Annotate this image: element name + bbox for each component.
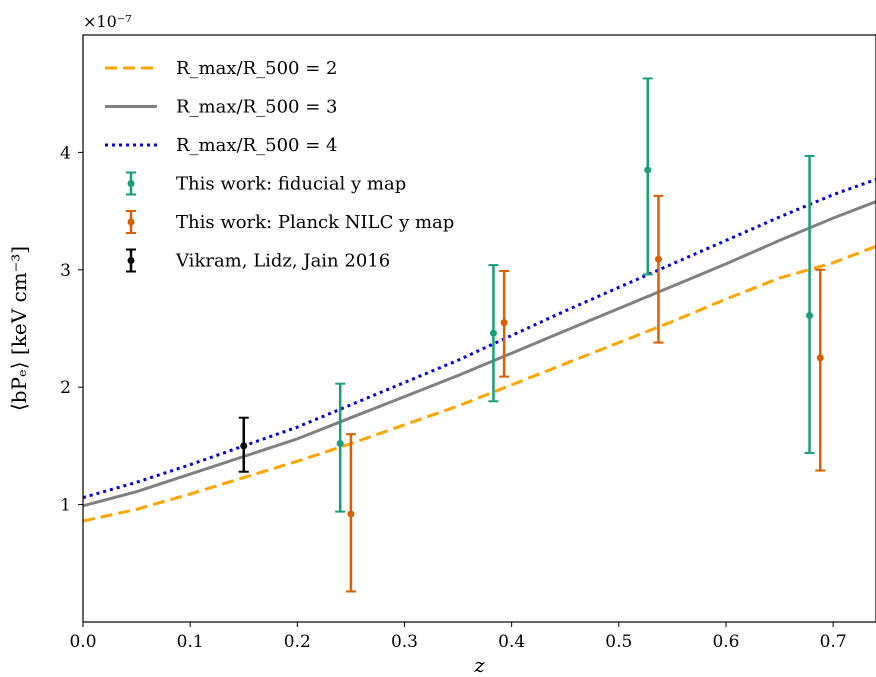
x-tick-label: 0.6 xyxy=(712,632,739,652)
legend-label: R_max/R_500 = 2 xyxy=(176,58,337,79)
data-point xyxy=(489,329,497,337)
y-tick-label: 2 xyxy=(60,378,71,398)
legend-label: R_max/R_500 = 3 xyxy=(176,97,337,118)
x-axis-label: z xyxy=(473,653,485,677)
line-series xyxy=(82,177,876,500)
x-tick-label: 0.0 xyxy=(69,632,96,652)
data-point xyxy=(500,319,508,327)
line-series xyxy=(82,200,876,508)
data-point xyxy=(240,442,248,450)
x-tick-label: 0.5 xyxy=(605,632,632,652)
x-tick-label: 0.4 xyxy=(498,632,525,652)
legend-marker xyxy=(127,257,135,264)
legend-marker xyxy=(127,218,135,226)
legend-marker xyxy=(127,180,135,187)
y-tick-label: 4 xyxy=(60,143,71,163)
data-point xyxy=(644,166,652,174)
y-tick-label: 1 xyxy=(60,496,71,516)
series-layer xyxy=(82,77,876,593)
x-tick-label: 0.2 xyxy=(284,632,311,652)
legend-label: R_max/R_500 = 4 xyxy=(176,135,337,156)
axes-frame xyxy=(82,34,876,623)
x-tick-label: 0.1 xyxy=(177,632,204,652)
x-tick-label: 0.7 xyxy=(820,632,847,652)
y-axis-label: ⟨bPₑ⟩ [keV cm⁻³] xyxy=(7,246,31,411)
data-point xyxy=(347,510,355,518)
legend-label: Vikram, Lidz, Jain 2016 xyxy=(175,251,390,272)
legend: R_max/R_500 = 2 R_max/R_500 = 3 R_max/R_50… xyxy=(105,58,454,273)
y-axis-multiplier: ×10⁻⁷ xyxy=(83,12,132,31)
data-point xyxy=(336,440,344,448)
data-point xyxy=(806,312,814,320)
tick-layer: 0.0 0.1 0.2 0.3 0.4 0.5 0.6 0.7 1 2 3 4 xyxy=(60,143,846,652)
y-tick-label: 3 xyxy=(60,261,71,281)
x-tick-label: 0.3 xyxy=(391,632,418,652)
legend-label: This work: Planck NILC y map xyxy=(176,212,454,233)
data-point xyxy=(816,354,824,362)
line-series xyxy=(82,244,876,523)
legend-label: This work: fiducial y map xyxy=(176,174,406,195)
data-point xyxy=(654,255,662,263)
